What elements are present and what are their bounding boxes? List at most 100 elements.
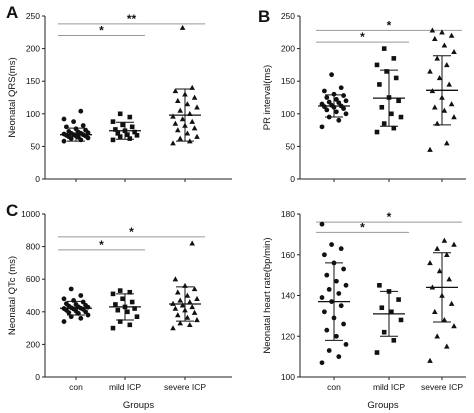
- data-point: [393, 75, 399, 81]
- data-point: [170, 113, 176, 119]
- data-point: [427, 68, 433, 74]
- significance-label: *: [360, 220, 365, 234]
- data-point: [117, 319, 123, 324]
- data-point: [184, 101, 191, 107]
- significance-label: *: [99, 238, 104, 252]
- data-point: [334, 97, 339, 102]
- data-point: [194, 133, 200, 139]
- data-point: [189, 118, 195, 124]
- data-point: [427, 357, 433, 363]
- data-point: [179, 24, 186, 30]
- x-tick-label: mild ICP: [373, 382, 405, 392]
- data-point: [127, 136, 133, 141]
- data-point: [177, 107, 183, 113]
- data-point: [444, 251, 450, 257]
- data-point: [120, 122, 125, 128]
- data-point: [439, 29, 445, 35]
- data-point: [64, 301, 69, 307]
- y-tick-label: 200: [26, 44, 40, 54]
- data-point: [391, 125, 397, 131]
- data-point: [184, 292, 191, 298]
- data-point: [451, 323, 457, 329]
- data-point: [391, 56, 397, 61]
- data-point: [441, 237, 448, 243]
- x-tick-label: severe ICP: [421, 382, 463, 392]
- data-point: [177, 320, 183, 326]
- x-tick-label: con: [327, 382, 341, 392]
- data-point: [329, 242, 334, 247]
- data-point: [189, 240, 195, 246]
- significance-label: *: [129, 225, 134, 239]
- chart-panel: C 0 200 400 600 800 1000 Neonatal QTc (ms) con mi…: [6, 201, 232, 411]
- data-point: [189, 304, 195, 310]
- data-point: [115, 131, 121, 136]
- data-point: [175, 127, 181, 133]
- y-tick-label: 250: [281, 11, 295, 21]
- data-point: [322, 309, 327, 315]
- data-point: [338, 246, 344, 252]
- y-tick-label: 0: [290, 174, 295, 184]
- data-point: [444, 343, 450, 349]
- data-point: [427, 260, 433, 266]
- significance-label: *: [387, 210, 392, 224]
- data-point: [172, 276, 179, 282]
- y-tick-label: 250: [26, 11, 40, 21]
- data-point: [172, 120, 179, 126]
- y-tick-label: 800: [26, 242, 40, 252]
- y-tick-label: 100: [26, 109, 40, 119]
- y-tick-label: 0: [35, 372, 40, 382]
- data-point: [448, 32, 455, 38]
- data-point: [319, 221, 325, 227]
- data-point: [441, 107, 448, 113]
- data-point: [343, 342, 349, 347]
- data-point: [127, 322, 133, 328]
- data-point: [177, 135, 183, 141]
- data-point: [448, 101, 455, 107]
- data-point: [334, 333, 339, 339]
- data-point: [336, 354, 342, 360]
- y-tick-label: 200: [281, 44, 295, 54]
- data-point: [451, 241, 457, 247]
- panel-letter: B: [258, 7, 270, 26]
- data-point: [110, 137, 116, 143]
- x-tick-label: severe ICP: [164, 382, 206, 392]
- data-point: [129, 124, 135, 130]
- data-point: [83, 127, 88, 133]
- data-point: [326, 99, 332, 105]
- data-point: [78, 108, 84, 114]
- data-point: [324, 272, 330, 278]
- data-point: [338, 303, 344, 309]
- y-tick-label: 140: [281, 291, 295, 301]
- data-point: [326, 348, 332, 353]
- data-point: [451, 48, 457, 55]
- data-point: [179, 116, 186, 122]
- data-point: [78, 315, 84, 321]
- chart-panel: B 0 50 100 150 200 250 PR interval(ms) * *: [258, 7, 466, 184]
- y-tick-label: 1000: [21, 209, 40, 219]
- data-point: [61, 296, 67, 302]
- data-point: [322, 252, 327, 258]
- data-point: [113, 127, 118, 132]
- data-point: [377, 283, 382, 288]
- data-point: [170, 325, 176, 331]
- data-point: [110, 119, 116, 124]
- y-tick-label: 160: [281, 250, 295, 260]
- data-point: [194, 104, 200, 110]
- data-point: [336, 291, 342, 296]
- y-axis-title: Neonatal QTc (ms): [7, 256, 18, 335]
- y-tick-label: 600: [26, 274, 40, 284]
- data-point: [129, 299, 135, 305]
- data-point: [184, 130, 191, 136]
- data-point: [398, 114, 404, 120]
- data-point: [61, 138, 67, 144]
- data-point: [319, 124, 325, 130]
- data-point: [338, 85, 344, 91]
- data-point: [172, 88, 179, 94]
- x-tick-label: mild ICP: [109, 382, 141, 392]
- data-point: [432, 35, 438, 42]
- data-point: [444, 62, 450, 68]
- data-point: [343, 111, 349, 117]
- y-axis-title: PR interval(ms): [262, 65, 273, 130]
- data-point: [132, 306, 137, 311]
- data-point: [61, 131, 67, 137]
